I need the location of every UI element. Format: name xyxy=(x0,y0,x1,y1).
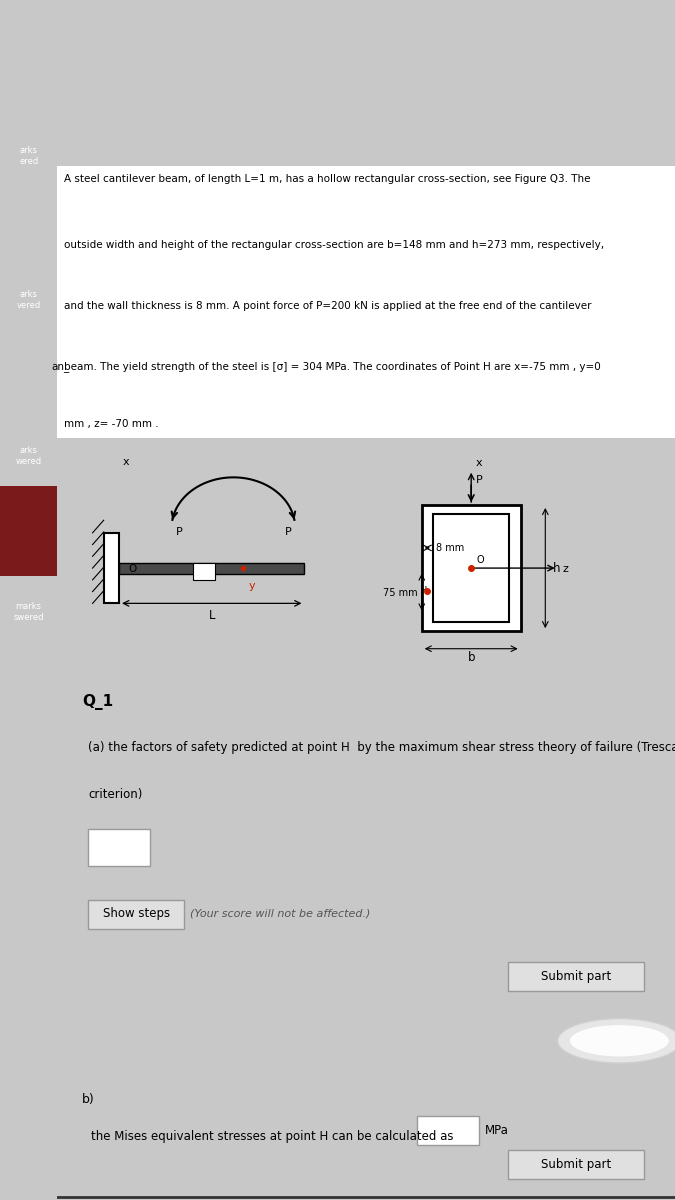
Bar xyxy=(0,486,57,576)
Text: Submit part: Submit part xyxy=(541,1158,612,1171)
Ellipse shape xyxy=(558,1019,675,1063)
Text: z: z xyxy=(562,564,568,574)
Bar xyxy=(193,563,215,580)
Text: Q_1: Q_1 xyxy=(82,694,113,709)
Text: L: L xyxy=(209,610,215,623)
Text: 8 mm: 8 mm xyxy=(436,542,464,553)
Text: A steel cantilever beam, of length L=1 m, has a hollow rectangular cross-section: A steel cantilever beam, of length L=1 m… xyxy=(63,174,590,184)
Text: Show steps: Show steps xyxy=(103,907,170,920)
Bar xyxy=(119,563,304,574)
Bar xyxy=(433,514,510,622)
Text: arks
vered: arks vered xyxy=(17,290,40,310)
Text: marks
swered: marks swered xyxy=(14,602,44,622)
Text: (Your score will not be affected.): (Your score will not be affected.) xyxy=(190,908,371,919)
Text: outside width and height of the rectangular cross-section are b=148 mm and h=273: outside width and height of the rectangu… xyxy=(63,240,603,250)
Text: mm , z= -70 mm .: mm , z= -70 mm . xyxy=(63,419,158,430)
Text: P: P xyxy=(176,527,182,536)
Text: MPa: MPa xyxy=(485,1124,509,1138)
Text: arks
wered: arks wered xyxy=(16,446,42,466)
Text: (a) the factors of safety predicted at point H  by the maximum shear stress theo: (a) the factors of safety predicted at p… xyxy=(88,740,675,754)
Text: beam. The yield strength of the steel is [σ] = 304 MPa. The coordinates of Point: beam. The yield strength of the steel is… xyxy=(63,362,600,372)
Text: the Mises equivalent stresses at point H can be calculated as: the Mises equivalent stresses at point H… xyxy=(91,1129,454,1142)
Bar xyxy=(88,829,150,866)
Text: H: H xyxy=(420,586,427,595)
Text: criterion): criterion) xyxy=(88,787,142,800)
Text: h: h xyxy=(553,562,560,575)
Text: x: x xyxy=(122,457,129,467)
Text: 75 mm: 75 mm xyxy=(383,588,418,599)
Text: arks
ered: arks ered xyxy=(19,146,38,166)
Text: O: O xyxy=(128,564,136,574)
Text: and the wall thickness is 8 mm. A point force of P=200 kN is applied at the free: and the wall thickness is 8 mm. A point … xyxy=(63,301,591,311)
Bar xyxy=(422,505,520,631)
Ellipse shape xyxy=(570,1025,669,1056)
Bar xyxy=(508,1151,644,1180)
Text: y: y xyxy=(249,581,255,590)
Text: P: P xyxy=(285,527,292,536)
Text: x: x xyxy=(476,457,483,468)
Text: b): b) xyxy=(82,1093,94,1106)
Text: b: b xyxy=(467,650,475,664)
Text: O: O xyxy=(476,556,484,565)
Bar xyxy=(104,533,119,604)
Bar xyxy=(417,1116,479,1145)
Bar xyxy=(508,962,644,991)
Bar xyxy=(88,900,184,929)
Bar xyxy=(57,167,675,438)
Text: P: P xyxy=(475,475,482,485)
Text: an_: an_ xyxy=(51,362,70,372)
Text: Submit part: Submit part xyxy=(541,970,612,983)
